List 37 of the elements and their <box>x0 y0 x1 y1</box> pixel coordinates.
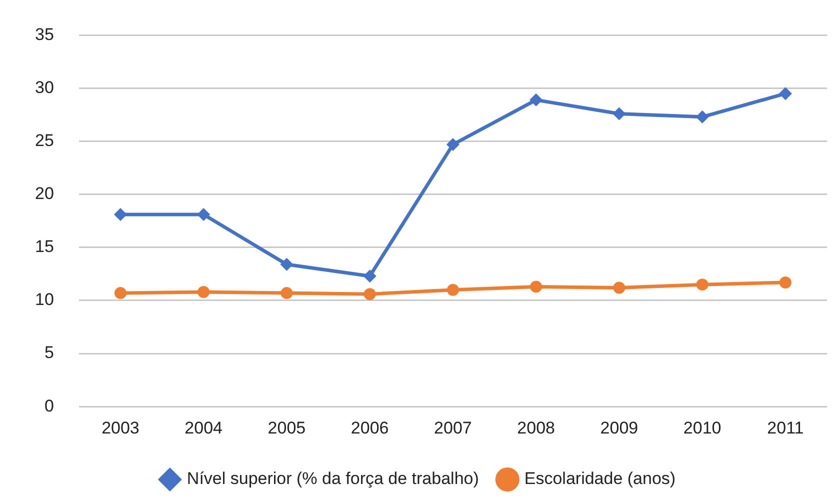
x-tick-label: 2004 <box>184 418 223 438</box>
x-tick-label: 2005 <box>268 418 306 438</box>
y-tick-label: 20 <box>34 184 54 204</box>
y-tick-label: 10 <box>34 290 54 310</box>
point <box>198 286 210 298</box>
point <box>446 138 460 151</box>
point <box>446 284 459 296</box>
x-tick-label: 2006 <box>350 418 389 438</box>
x-tick-label: 2010 <box>683 418 722 438</box>
x-tick-label: 2007 <box>434 418 472 438</box>
point <box>114 287 126 300</box>
y-tick-label: 35 <box>34 24 54 44</box>
point <box>696 110 709 124</box>
y-tick-label: 25 <box>34 131 54 150</box>
x-tick-label: 2009 <box>600 418 638 438</box>
point <box>197 208 210 222</box>
y-tick-label: 15 <box>34 237 54 256</box>
y-tick-label: 0 <box>44 396 54 416</box>
x-tick-label: 2003 <box>102 418 140 438</box>
point <box>779 276 792 288</box>
point <box>114 208 127 222</box>
point <box>613 282 626 294</box>
legend-label: Escolaridade (anos) <box>524 469 676 488</box>
point <box>364 288 376 300</box>
legend-label: Nível superior (% da força de trabalho) <box>186 469 479 488</box>
y-tick-label: 30 <box>34 78 54 97</box>
point <box>363 270 376 283</box>
point <box>530 280 542 293</box>
x-tick-label: 2011 <box>767 418 804 438</box>
x-tick-label: 2008 <box>517 418 555 438</box>
point <box>280 258 294 271</box>
point <box>696 278 708 291</box>
point <box>612 107 626 120</box>
point <box>280 287 293 300</box>
point <box>530 93 543 106</box>
point <box>778 87 792 100</box>
y-tick-label: 5 <box>44 343 54 362</box>
